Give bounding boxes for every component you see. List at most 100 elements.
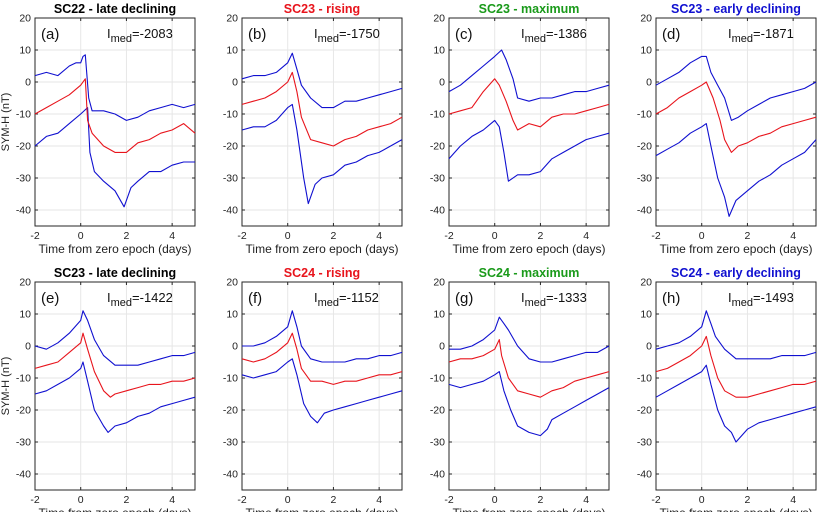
imed-subscript: med (111, 33, 132, 45)
y-tick-label: -40 (223, 469, 238, 481)
y-tick-label: -30 (223, 173, 238, 185)
x-tick-label: 0 (78, 494, 84, 506)
y-tick-label: 0 (232, 77, 238, 89)
y-tick-label: 0 (439, 77, 445, 89)
y-tick-label: 0 (25, 341, 31, 353)
median-series-line (34, 78, 196, 153)
x-tick-label: -2 (651, 494, 660, 506)
y-tick-label: -20 (430, 141, 445, 153)
panel-letter: (c) (455, 26, 473, 43)
imed-value: =-1422 (132, 290, 173, 305)
x-axis-label: Time from zero epoch (days) (246, 506, 399, 512)
y-tick-label: -30 (16, 173, 31, 185)
y-tick-label: 10 (640, 45, 652, 57)
x-tick-label: -2 (30, 230, 39, 242)
panel-letter: (a) (41, 26, 59, 43)
imed-label: Imed=-1750 (314, 26, 380, 45)
quartile-series-line (655, 310, 817, 360)
y-tick-label: -30 (637, 437, 652, 449)
imed-value: =-1871 (753, 26, 794, 41)
panel-title: SC22 - late declining (54, 2, 176, 16)
imed-label: Imed=-1386 (521, 26, 587, 45)
y-tick-label: -40 (16, 205, 31, 217)
y-tick-label: -20 (637, 405, 652, 417)
panel-title: SC23 - late declining (54, 266, 176, 280)
panel-title: SC24 - early declining (671, 266, 801, 280)
panel-title: SC23 - early declining (671, 2, 801, 16)
x-axis-label: Time from zero epoch (days) (660, 506, 813, 512)
imed-subscript: med (318, 33, 339, 45)
y-tick-label: 20 (226, 277, 238, 289)
imed-label: Imed=-1333 (521, 290, 587, 309)
quartile-series-line (34, 54, 196, 121)
quartile-series-line (448, 49, 610, 102)
x-axis-label: Time from zero epoch (days) (453, 242, 606, 256)
median-series-line (448, 78, 610, 131)
x-tick-label: -2 (237, 230, 246, 242)
panel-letter: (g) (455, 290, 473, 307)
y-tick-label: -40 (223, 205, 238, 217)
x-tick-label: 0 (492, 494, 498, 506)
imed-subscript: med (111, 297, 132, 309)
x-axis-label: Time from zero epoch (days) (39, 242, 192, 256)
x-tick-label: 0 (699, 494, 705, 506)
y-tick-label: -10 (223, 109, 238, 121)
axes-frame (448, 281, 610, 491)
y-tick-label: -10 (430, 373, 445, 385)
quartile-series-line (655, 123, 817, 217)
imed-label: Imed=-2083 (107, 26, 173, 45)
imed-symbol: I (728, 26, 732, 41)
axes-frame (448, 17, 610, 227)
y-tick-label: -30 (16, 437, 31, 449)
x-tick-label: 4 (583, 230, 589, 242)
y-tick-label: -10 (430, 109, 445, 121)
y-tick-label: 0 (646, 77, 652, 89)
panel-title: SC23 - maximum (479, 2, 580, 16)
x-tick-label: 4 (169, 230, 175, 242)
y-tick-label: -20 (223, 405, 238, 417)
imed-label: Imed=-1152 (314, 290, 379, 309)
y-tick-label: -40 (637, 205, 652, 217)
x-tick-label: 4 (583, 494, 589, 506)
imed-value: =-1750 (339, 26, 380, 41)
y-tick-label: 0 (25, 77, 31, 89)
quartile-series-line (655, 364, 817, 443)
x-tick-label: 0 (699, 230, 705, 242)
median-series-line (34, 332, 196, 398)
panel-letter: (d) (662, 26, 680, 43)
y-tick-label: -30 (223, 437, 238, 449)
quartile-series-line (34, 361, 196, 433)
y-tick-label: -40 (430, 469, 445, 481)
y-tick-label: -10 (223, 373, 238, 385)
imed-subscript: med (318, 297, 339, 309)
panel-letter: (b) (248, 26, 266, 43)
x-axis-label: Time from zero epoch (days) (660, 242, 813, 256)
x-tick-label: -2 (651, 230, 660, 242)
y-tick-label: 10 (433, 45, 445, 57)
x-axis-label: Time from zero epoch (days) (453, 506, 606, 512)
panel-title: SC24 - rising (284, 266, 360, 280)
x-tick-label: 4 (790, 230, 796, 242)
imed-label: Imed=-1493 (728, 290, 794, 309)
axes-frame (241, 17, 403, 227)
quartile-series-line (34, 310, 196, 366)
axes-frame (655, 17, 817, 227)
y-tick-label: -10 (637, 109, 652, 121)
median-series-line (655, 335, 817, 398)
y-tick-label: -20 (16, 141, 31, 153)
median-series-line (241, 71, 403, 147)
y-tick-label: -10 (16, 373, 31, 385)
y-tick-label: -20 (16, 405, 31, 417)
y-tick-label: -30 (637, 173, 652, 185)
panel-letter: (h) (662, 290, 680, 307)
y-tick-label: -30 (430, 437, 445, 449)
quartile-series-line (241, 52, 403, 109)
x-tick-label: 4 (376, 494, 382, 506)
y-tick-label: 10 (226, 309, 238, 321)
median-series-line (448, 339, 610, 398)
x-axis-label: Time from zero epoch (days) (39, 506, 192, 512)
